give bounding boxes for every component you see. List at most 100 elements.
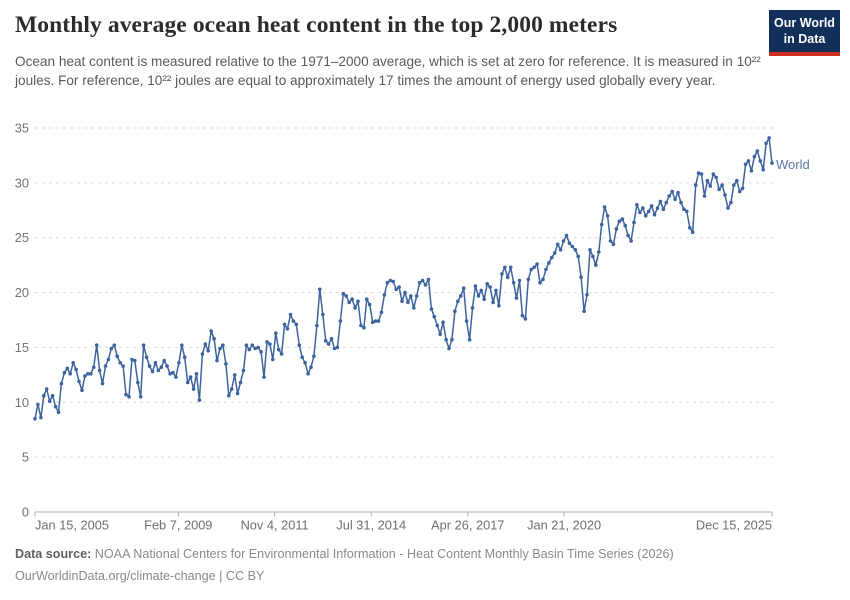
license-note[interactable]: OurWorldinData.org/climate-change | CC B… <box>15 569 265 583</box>
data-point-marker <box>171 370 175 375</box>
data-point-marker <box>456 299 460 304</box>
data-point-marker <box>670 189 674 194</box>
data-point-marker <box>44 387 49 391</box>
data-point-marker <box>130 357 134 362</box>
data-point-marker <box>412 306 416 310</box>
data-point-marker <box>332 346 337 351</box>
data-source-text: NOAA National Centers for Environmental … <box>91 547 674 561</box>
data-point-marker <box>664 200 669 205</box>
data-point-marker <box>620 217 625 221</box>
data-point-marker <box>547 261 551 265</box>
data-point-marker <box>417 280 422 285</box>
data-point-marker <box>388 278 393 283</box>
data-point-marker <box>53 404 58 409</box>
data-point-marker <box>558 248 563 252</box>
data-point-marker <box>103 364 108 368</box>
data-point-marker <box>605 214 610 218</box>
data-point-marker <box>658 199 663 204</box>
data-point-marker <box>115 354 119 359</box>
data-point-marker <box>561 239 566 243</box>
data-point-marker <box>623 223 627 228</box>
data-point-marker <box>56 410 61 415</box>
data-point-marker <box>297 343 302 348</box>
data-point-marker <box>464 319 469 323</box>
owid-logo-line2: in Data <box>783 31 826 46</box>
x-tick-label: Nov 4, 2011 <box>241 518 309 533</box>
data-point-marker <box>400 299 404 304</box>
data-point-marker <box>444 337 448 342</box>
data-point-marker <box>552 251 557 255</box>
data-point-marker <box>344 294 349 298</box>
data-point-marker <box>121 364 125 368</box>
data-point-marker <box>723 193 727 197</box>
data-point-marker <box>315 323 319 328</box>
data-point-marker <box>693 183 698 187</box>
data-point-marker <box>86 372 90 376</box>
data-point-marker <box>341 291 346 296</box>
data-point-marker <box>215 358 219 363</box>
data-point-marker <box>221 343 225 348</box>
data-point-marker <box>65 366 70 371</box>
data-point-marker <box>309 365 313 370</box>
data-point-marker <box>156 368 161 373</box>
data-point-marker <box>743 162 748 166</box>
data-point-marker <box>667 194 671 198</box>
data-point-marker <box>676 190 680 195</box>
data-point-marker <box>500 272 504 276</box>
data-point-marker <box>112 343 117 348</box>
y-tick-label: 20 <box>15 285 29 300</box>
data-point-marker <box>476 294 481 298</box>
data-point-marker <box>138 395 143 399</box>
data-point-marker <box>479 288 484 293</box>
data-point-marker <box>229 387 234 391</box>
data-point-marker <box>318 287 322 292</box>
owid-logo[interactable]: Our World in Data <box>769 10 840 56</box>
data-point-marker <box>579 275 583 280</box>
series-label-world: World <box>776 157 810 172</box>
data-point-marker <box>599 222 604 227</box>
data-point-marker <box>362 325 366 330</box>
y-tick-label: 25 <box>15 230 29 245</box>
data-point-marker <box>385 280 390 285</box>
data-point-marker <box>91 365 96 370</box>
data-point-marker <box>244 343 249 348</box>
data-point-marker <box>626 233 630 238</box>
data-point-marker <box>347 300 352 305</box>
data-point-marker <box>441 320 445 325</box>
data-point-marker <box>717 187 721 192</box>
data-point-marker <box>535 262 539 266</box>
data-point-marker <box>36 402 40 407</box>
data-point-marker <box>256 345 261 350</box>
data-point-marker <box>253 346 257 351</box>
data-point-marker <box>573 248 578 252</box>
data-point-marker <box>288 312 293 317</box>
data-point-marker <box>447 346 451 351</box>
data-point-marker <box>403 290 407 295</box>
x-tick-label: Jan 15, 2005 <box>35 518 109 533</box>
data-point-marker <box>497 303 501 308</box>
data-point-marker <box>391 279 396 284</box>
data-point-marker <box>100 381 105 386</box>
data-point-marker <box>758 159 763 163</box>
data-point-marker <box>232 373 237 377</box>
data-point-marker <box>274 331 278 336</box>
data-point-marker <box>168 372 172 376</box>
data-point-marker <box>420 278 425 283</box>
y-tick-label: 35 <box>15 121 29 136</box>
data-point-marker <box>397 285 401 289</box>
data-point-marker <box>655 206 660 210</box>
data-point-marker <box>450 337 454 342</box>
data-point-marker <box>241 368 246 373</box>
data-point-marker <box>353 306 357 310</box>
data-point-marker <box>688 226 692 230</box>
data-point-marker <box>191 387 196 391</box>
data-point-marker <box>265 340 269 344</box>
series-line-world <box>34 137 773 419</box>
data-point-marker <box>33 416 37 421</box>
data-point-marker <box>611 242 616 247</box>
data-point-marker <box>505 275 510 280</box>
data-point-marker <box>89 372 93 376</box>
data-point-marker <box>423 283 428 287</box>
